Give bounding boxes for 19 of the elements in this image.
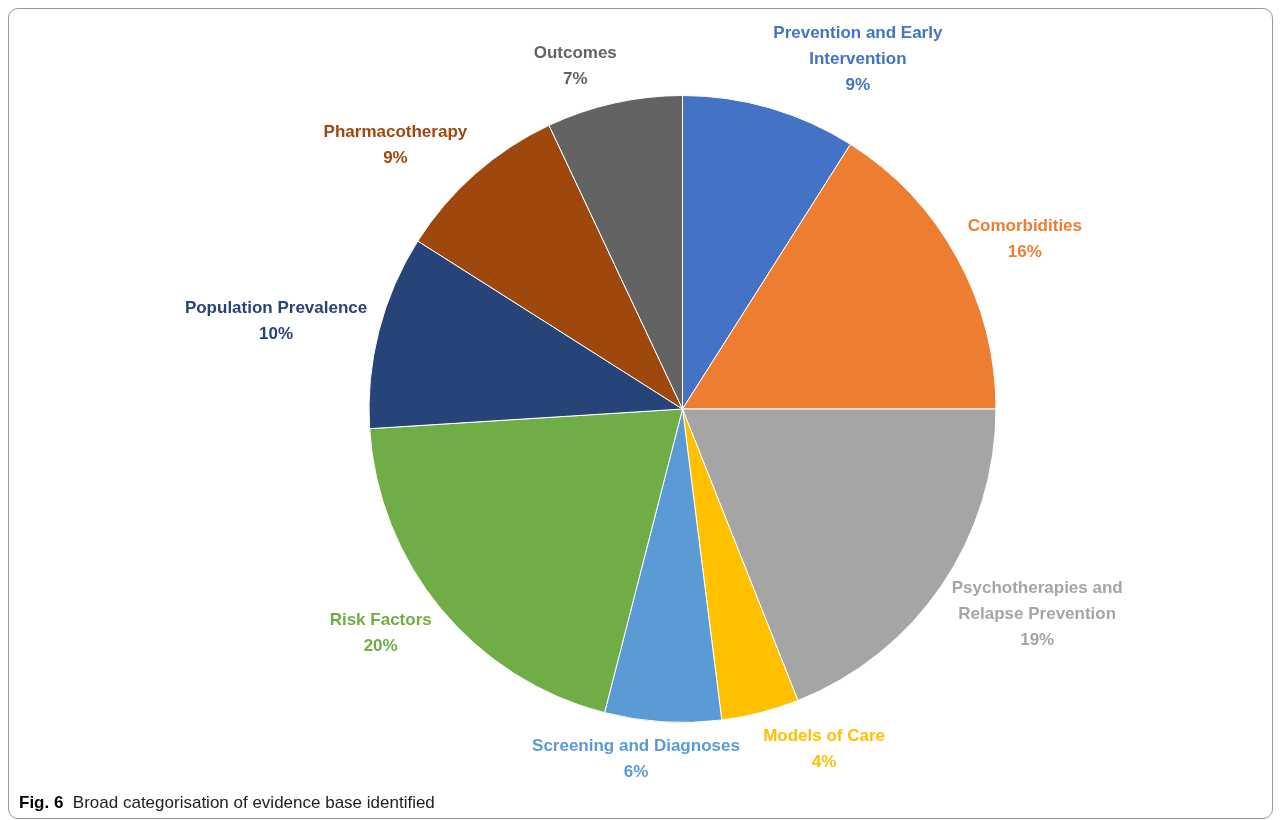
slice-label: Screening and Diagnoses [532, 736, 740, 756]
slice-label: Population Prevalence [184, 298, 368, 318]
data-label: 4% [811, 752, 837, 772]
data-label: 16% [1007, 242, 1042, 262]
data-label: 10% [259, 324, 294, 344]
data-label: 9% [845, 74, 871, 94]
slice-label: Risk Factors [329, 609, 432, 629]
data-label: 19% [1020, 629, 1055, 649]
slice-label: Prevention and Early Intervention [773, 22, 943, 68]
caption: Fig. 6 Broad categorisation of evidence base identified [19, 793, 435, 813]
data-label: 6% [623, 762, 649, 782]
data-label: 7% [562, 68, 588, 88]
slice-label: Comorbidities [967, 216, 1083, 236]
slice-label: Models of Care [763, 726, 885, 746]
data-label: 9% [383, 148, 408, 168]
slice-label: Pharmacotherapy [323, 122, 468, 142]
data-label: 20% [363, 635, 398, 655]
slice-label: Psychotherapies and Relapse Prevention [951, 577, 1123, 623]
slice-label: Outcomes [533, 42, 617, 62]
